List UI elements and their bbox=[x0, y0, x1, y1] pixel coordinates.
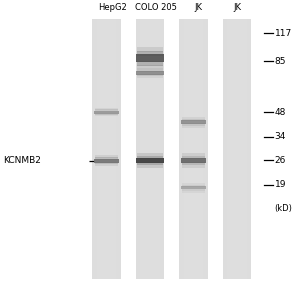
Bar bbox=[137, 70, 163, 72]
Bar bbox=[136, 158, 164, 163]
Bar bbox=[97, 19, 116, 279]
Bar bbox=[95, 108, 118, 110]
Bar bbox=[181, 186, 206, 189]
Text: 34: 34 bbox=[274, 132, 286, 141]
Bar bbox=[182, 162, 205, 165]
Text: 117: 117 bbox=[274, 29, 292, 38]
Bar bbox=[95, 114, 118, 116]
Text: KCNMB2: KCNMB2 bbox=[3, 156, 41, 165]
Bar bbox=[223, 19, 251, 279]
Text: HepG2: HepG2 bbox=[98, 3, 127, 12]
Bar bbox=[184, 19, 203, 279]
Bar bbox=[182, 156, 205, 159]
Bar bbox=[136, 19, 164, 279]
Bar bbox=[140, 19, 160, 279]
Bar bbox=[95, 157, 118, 159]
Bar bbox=[182, 153, 205, 157]
Bar bbox=[137, 162, 163, 165]
Text: 48: 48 bbox=[274, 108, 286, 117]
Bar bbox=[182, 116, 205, 119]
Bar bbox=[181, 120, 206, 124]
Bar bbox=[137, 47, 163, 52]
Bar bbox=[182, 123, 205, 126]
Bar bbox=[137, 61, 163, 65]
Bar bbox=[137, 156, 163, 159]
Bar bbox=[227, 19, 247, 279]
Bar bbox=[95, 164, 118, 166]
Bar bbox=[182, 118, 205, 121]
Text: (kD): (kD) bbox=[274, 204, 292, 213]
Bar bbox=[137, 68, 163, 70]
Text: 26: 26 bbox=[274, 156, 286, 165]
Bar bbox=[137, 165, 163, 168]
Bar bbox=[182, 191, 205, 193]
Bar bbox=[179, 19, 208, 279]
Bar bbox=[94, 159, 119, 163]
Text: COLO 205: COLO 205 bbox=[135, 3, 177, 12]
Bar bbox=[137, 76, 163, 78]
Bar bbox=[182, 184, 205, 187]
Text: JK: JK bbox=[194, 3, 202, 12]
Bar bbox=[137, 153, 163, 157]
Bar bbox=[136, 71, 164, 74]
Bar bbox=[136, 54, 164, 62]
Bar bbox=[182, 125, 205, 128]
Bar bbox=[95, 109, 118, 111]
Bar bbox=[95, 162, 118, 164]
Bar bbox=[95, 155, 118, 158]
Bar bbox=[137, 51, 163, 56]
Bar bbox=[94, 111, 119, 113]
Bar bbox=[137, 65, 163, 70]
Bar bbox=[92, 19, 121, 279]
Text: 19: 19 bbox=[274, 180, 286, 189]
Text: JK: JK bbox=[233, 3, 241, 12]
Bar bbox=[182, 189, 205, 191]
Bar bbox=[181, 158, 206, 163]
Bar bbox=[182, 165, 205, 168]
Bar bbox=[137, 74, 163, 76]
Bar bbox=[182, 183, 205, 185]
Text: 85: 85 bbox=[274, 57, 286, 66]
Bar bbox=[95, 113, 118, 115]
